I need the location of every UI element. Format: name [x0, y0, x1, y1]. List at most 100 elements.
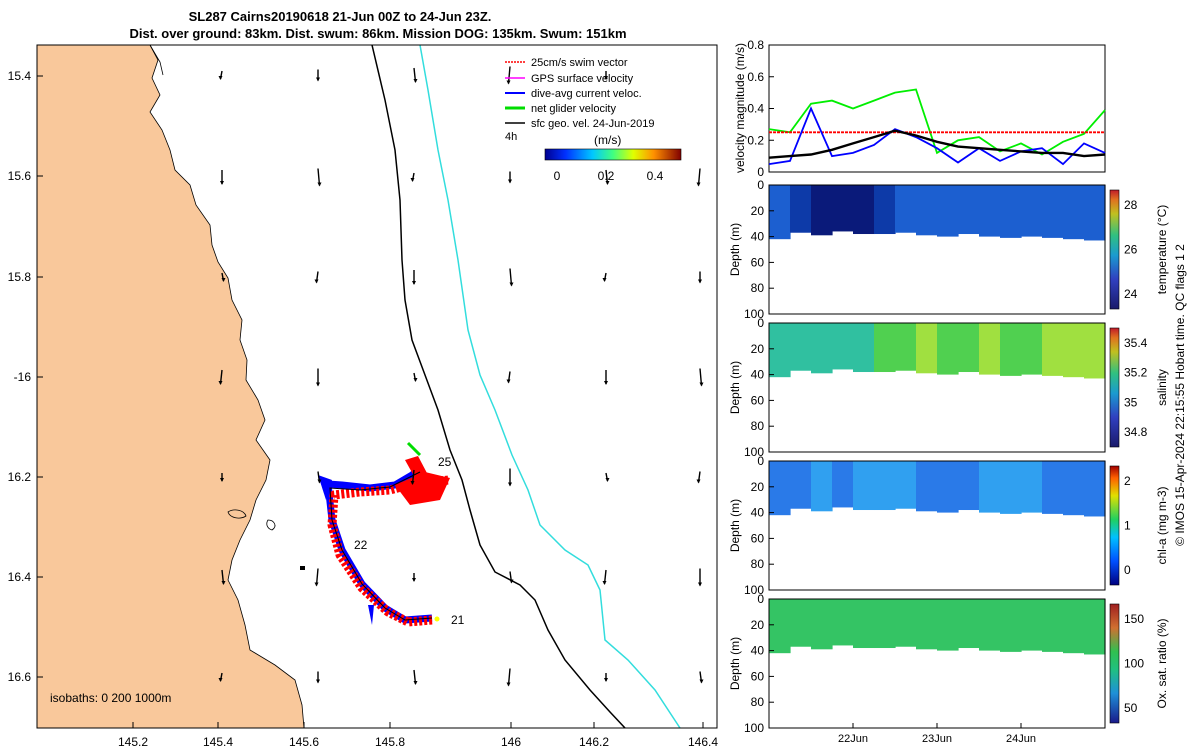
surface-geostrophic-velocity-arrows [218, 66, 704, 687]
section-y-tick-label: 60 [751, 531, 765, 545]
surface-velocity-arrow [605, 472, 610, 482]
section-column [979, 461, 1001, 513]
map-y-tick-label: 16.4 [8, 570, 32, 584]
section-column [979, 185, 1001, 237]
section-column [916, 185, 938, 236]
surface-velocity-arrow [509, 571, 514, 584]
figure-title-line2: Dist. over ground: 83km. Dist. swum: 86k… [129, 26, 626, 41]
arrow-head [317, 479, 322, 484]
arrow-head [506, 379, 511, 384]
arrow-head [506, 682, 511, 687]
section-column [853, 599, 875, 649]
coast-detail [149, 45, 164, 76]
surface-velocity-arrow [602, 569, 607, 585]
legend-item: net glider velocity [505, 103, 616, 115]
section-column [1084, 599, 1106, 655]
swim-vector-cluster [395, 472, 450, 505]
map-x-tick-label: 145.4 [203, 735, 233, 749]
arrow-head [413, 378, 418, 382]
section-column [958, 185, 980, 235]
surface-velocity-arrow [413, 67, 418, 83]
velocity-y-tick-label: 0.4 [747, 102, 764, 116]
current-vector-spike [318, 475, 332, 500]
colorbar-tick-label: 24 [1124, 287, 1138, 301]
section-column [1084, 323, 1106, 379]
section-column [1063, 461, 1085, 516]
section-column [853, 461, 875, 511]
current-vector-spike [368, 605, 374, 625]
section-panel: 0 20 40 60 80 100 Depth (m) 0 1 2 chl-a (mg m-3) [728, 454, 1169, 597]
section-column [1021, 185, 1043, 237]
colorbar-tick-label: 26 [1124, 243, 1138, 257]
legend-label: 25cm/s swim vector [531, 57, 628, 69]
surface-velocity-arrow [698, 271, 702, 284]
map-y-tick-label: 16.2 [8, 470, 32, 484]
map-x-tick-label: 145.6 [289, 735, 319, 749]
velocity-panel: 0 0.2 0.4 0.6 0.8 velocity magnitude (m/s) [733, 38, 1106, 179]
section-y-tick-label: 20 [751, 342, 765, 356]
section-column [1000, 323, 1022, 376]
section-column [916, 461, 938, 512]
surface-velocity-arrow [508, 468, 512, 487]
colorbar-tick: 0.4 [647, 169, 664, 183]
arrow-head [314, 279, 319, 284]
section-y-tick-label: 100 [744, 307, 764, 321]
surface-velocity-arrow [605, 169, 610, 185]
arrow-head [316, 77, 320, 82]
surface-velocity-arrow [413, 372, 418, 382]
surface-velocity-arrow [412, 270, 416, 285]
section-column [916, 323, 938, 374]
section-column [769, 185, 791, 240]
surface-velocity-arrow [696, 168, 701, 187]
colorbar-tick-label: 35.2 [1124, 366, 1148, 380]
section-column [832, 185, 854, 232]
map-x-tick-label: 145.2 [118, 735, 148, 749]
section-y-tick-label: 40 [751, 506, 765, 520]
surface-velocity-arrow [604, 673, 608, 682]
surface-velocity-arrow [506, 668, 511, 687]
surface-velocity-arrow [699, 368, 704, 387]
section-column [937, 461, 959, 513]
section-column [1000, 461, 1022, 514]
surface-velocity-arrow [698, 568, 702, 587]
section-column [1021, 461, 1043, 513]
arrow-head [508, 482, 512, 487]
surface-velocity-arrow [413, 669, 418, 685]
surface-velocity-arrow [604, 370, 608, 385]
section-column [937, 323, 959, 375]
velocity-y-tick-label: 0.2 [747, 133, 764, 147]
section-column [790, 185, 812, 233]
colorbar-tick: 0.2 [598, 169, 615, 183]
colorbar-label: (m/s) [594, 133, 621, 147]
isobath-200 [371, 45, 626, 728]
surface-velocity-arrow [410, 469, 415, 485]
section-column [1042, 323, 1064, 376]
colorbar-tick: 0 [554, 169, 561, 183]
arrow-head [413, 79, 418, 83]
colorbar-tick-label: 35.4 [1124, 336, 1148, 350]
section-column [874, 599, 896, 649]
velocity-y-axis: 0 0.2 0.4 0.6 0.8 [747, 38, 774, 179]
section-y-tick-label: 100 [744, 583, 764, 597]
arrow-head [604, 381, 608, 385]
surface-velocity-arrow [317, 168, 322, 187]
section-column [916, 599, 938, 650]
colorbar-tick-label: 28 [1124, 198, 1138, 212]
surface-velocity-arrow [314, 271, 319, 284]
colorbar-label: chl-a (mg m-3) [1155, 486, 1169, 564]
section-column [958, 461, 980, 511]
section-colorbar [1109, 189, 1120, 310]
colorbar-tick-label: 150 [1124, 612, 1144, 626]
section-column [1084, 461, 1106, 517]
section-y-label: Depth (m) [728, 223, 742, 276]
velocity-series-line [768, 129, 1106, 159]
arrow-head [220, 478, 224, 482]
map-y-tick-label: 15.8 [8, 270, 32, 284]
section-panel: 0 20 40 60 80 100 Depth (m) 24 26 28 temperature (… [728, 178, 1169, 321]
arrow-head [412, 578, 416, 582]
section-x-tick-label: 22Jun [838, 733, 868, 745]
section-y-tick-label: 0 [757, 592, 764, 606]
